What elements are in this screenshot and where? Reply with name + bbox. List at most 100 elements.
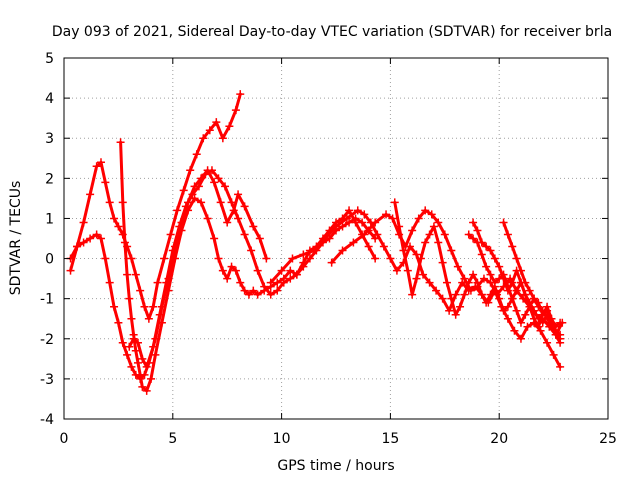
data-point bbox=[179, 186, 188, 195]
y-tick-label: 2 bbox=[45, 171, 54, 187]
x-tick-label: 0 bbox=[60, 431, 69, 447]
data-point bbox=[125, 294, 134, 303]
data-point bbox=[451, 290, 460, 299]
data-point bbox=[364, 242, 373, 251]
data-point bbox=[286, 274, 295, 283]
x-tick-label: 10 bbox=[273, 431, 291, 447]
series-track-1 bbox=[66, 90, 245, 323]
data-point bbox=[253, 266, 262, 275]
data-point bbox=[469, 234, 478, 243]
data-point bbox=[549, 350, 558, 359]
data-point bbox=[503, 286, 512, 295]
data-point bbox=[556, 318, 565, 327]
data-point bbox=[203, 214, 212, 223]
data-point bbox=[516, 334, 525, 343]
data-point bbox=[244, 290, 253, 299]
data-point bbox=[516, 266, 525, 275]
data-point bbox=[495, 294, 504, 303]
data-point bbox=[536, 326, 545, 335]
data-point bbox=[105, 278, 114, 287]
series-track-7 bbox=[390, 198, 565, 343]
data-point bbox=[408, 226, 417, 235]
data-point bbox=[236, 278, 245, 287]
data-point bbox=[305, 254, 314, 263]
data-point bbox=[79, 218, 88, 227]
data-point bbox=[214, 174, 223, 183]
data-point bbox=[155, 310, 164, 319]
data-point bbox=[205, 126, 214, 135]
series-line bbox=[69, 92, 242, 321]
data-point bbox=[186, 166, 195, 175]
data-point bbox=[510, 326, 519, 335]
data-point bbox=[432, 286, 441, 295]
data-point bbox=[273, 286, 282, 295]
data-point bbox=[321, 234, 330, 243]
data-point bbox=[173, 206, 182, 215]
data-point bbox=[181, 202, 190, 211]
data-point bbox=[225, 122, 234, 131]
data-point bbox=[96, 158, 105, 167]
data-point bbox=[486, 246, 495, 255]
data-point bbox=[508, 278, 517, 287]
data-point bbox=[525, 298, 534, 307]
data-point bbox=[123, 270, 132, 279]
data-point bbox=[477, 238, 486, 247]
series-line bbox=[269, 208, 562, 369]
data-point bbox=[138, 382, 147, 391]
data-point bbox=[279, 278, 288, 287]
data-point bbox=[255, 234, 264, 243]
data-point bbox=[425, 278, 434, 287]
data-point bbox=[216, 198, 225, 207]
data-point bbox=[142, 362, 151, 371]
data-point bbox=[551, 326, 560, 335]
data-point bbox=[421, 206, 430, 215]
data-point bbox=[194, 182, 203, 191]
data-point bbox=[299, 262, 308, 271]
data-point bbox=[338, 246, 347, 255]
data-point bbox=[342, 214, 351, 223]
data-point bbox=[482, 242, 491, 251]
data-point bbox=[440, 230, 449, 239]
data-point bbox=[512, 254, 521, 263]
data-point bbox=[253, 290, 262, 299]
data-point bbox=[390, 198, 399, 207]
data-point bbox=[116, 138, 125, 147]
data-point bbox=[479, 274, 488, 283]
data-point bbox=[503, 230, 512, 239]
data-point bbox=[260, 282, 269, 291]
data-point bbox=[534, 302, 543, 311]
data-point bbox=[416, 254, 425, 263]
data-point bbox=[525, 286, 534, 295]
data-point bbox=[473, 226, 482, 235]
data-point bbox=[521, 278, 530, 287]
data-point bbox=[543, 338, 552, 347]
series-line bbox=[119, 140, 377, 393]
data-point bbox=[175, 222, 184, 231]
data-point bbox=[512, 286, 521, 295]
data-point bbox=[445, 306, 454, 315]
y-tick-label: 0 bbox=[45, 252, 54, 268]
data-point bbox=[412, 250, 421, 259]
data-point bbox=[210, 234, 219, 243]
data-point bbox=[464, 230, 473, 239]
data-point bbox=[460, 274, 469, 283]
y-tick-label: 4 bbox=[45, 91, 54, 107]
data-point bbox=[360, 230, 369, 239]
x-tick-label: 5 bbox=[168, 431, 177, 447]
data-point bbox=[353, 206, 362, 215]
data-point bbox=[133, 338, 142, 347]
data-point bbox=[438, 258, 447, 267]
x-tick-label: 15 bbox=[381, 431, 399, 447]
data-point bbox=[236, 90, 245, 99]
y-tick-label: 5 bbox=[45, 51, 54, 67]
y-axis-label: SDTVAR / TECUs bbox=[8, 181, 24, 296]
data-point bbox=[234, 190, 243, 199]
data-point bbox=[460, 290, 469, 299]
data-point bbox=[249, 286, 258, 295]
data-point bbox=[438, 294, 447, 303]
data-point bbox=[310, 246, 319, 255]
data-point bbox=[360, 210, 369, 219]
data-point bbox=[149, 302, 158, 311]
data-point bbox=[388, 214, 397, 223]
x-tick-label: 25 bbox=[599, 431, 617, 447]
